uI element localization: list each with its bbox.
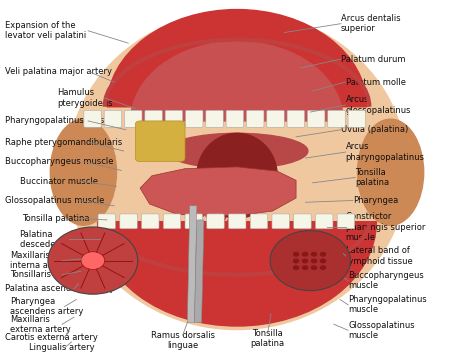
Text: Arcus dentalis
superior: Arcus dentalis superior xyxy=(341,14,401,33)
Text: Buccopharyngeus muscle: Buccopharyngeus muscle xyxy=(5,157,114,166)
Circle shape xyxy=(293,265,300,270)
FancyBboxPatch shape xyxy=(206,110,223,127)
FancyBboxPatch shape xyxy=(125,110,142,127)
Text: Tonsilla
palatina: Tonsilla palatina xyxy=(251,328,285,348)
FancyBboxPatch shape xyxy=(272,214,290,229)
FancyBboxPatch shape xyxy=(308,110,325,127)
Text: Maxillaris
interna artery: Maxillaris interna artery xyxy=(10,251,69,270)
Polygon shape xyxy=(187,206,197,322)
FancyBboxPatch shape xyxy=(120,214,137,229)
Text: Tongue: Tongue xyxy=(199,208,242,228)
Circle shape xyxy=(311,252,318,257)
FancyBboxPatch shape xyxy=(185,214,202,229)
Text: Pharyngopalatinus
muscle: Pharyngopalatinus muscle xyxy=(348,295,427,315)
FancyBboxPatch shape xyxy=(185,110,203,127)
Circle shape xyxy=(319,252,326,257)
FancyBboxPatch shape xyxy=(226,110,244,127)
FancyBboxPatch shape xyxy=(316,214,333,229)
Text: Constrictor
pharyngis superior
muscle: Constrictor pharyngis superior muscle xyxy=(346,212,425,242)
Text: Pharyngea: Pharyngea xyxy=(353,196,398,205)
FancyBboxPatch shape xyxy=(246,110,264,127)
FancyBboxPatch shape xyxy=(337,214,355,229)
Circle shape xyxy=(311,265,318,270)
Text: Raphe pterygomandibularis: Raphe pterygomandibularis xyxy=(5,138,123,147)
Text: Lateral band of
lymphoid tissue: Lateral band of lymphoid tissue xyxy=(346,246,412,266)
FancyBboxPatch shape xyxy=(98,214,116,229)
Circle shape xyxy=(81,252,105,269)
Text: Tonsilla
palatina: Tonsilla palatina xyxy=(355,168,389,187)
Ellipse shape xyxy=(67,11,407,329)
Circle shape xyxy=(302,252,309,257)
Text: Palatum molle: Palatum molle xyxy=(346,77,406,87)
Text: Expansion of the
levator veli palatini: Expansion of the levator veli palatini xyxy=(5,21,87,40)
Circle shape xyxy=(270,230,350,291)
FancyBboxPatch shape xyxy=(294,214,311,229)
Text: Buccinator muscle: Buccinator muscle xyxy=(19,176,98,186)
Text: Uvula (palatina): Uvula (palatina) xyxy=(341,125,408,134)
Text: Carotis externa artery: Carotis externa artery xyxy=(5,333,98,342)
FancyBboxPatch shape xyxy=(267,110,284,127)
Text: Lingualis artery: Lingualis artery xyxy=(29,343,95,353)
Text: Maxillaris
externa artery: Maxillaris externa artery xyxy=(10,315,71,334)
Text: Hamulus
pterygoideus: Hamulus pterygoideus xyxy=(57,88,113,108)
Text: A: A xyxy=(88,226,98,239)
Text: Arcus
glossopalatinus: Arcus glossopalatinus xyxy=(346,95,411,115)
FancyBboxPatch shape xyxy=(287,110,305,127)
Circle shape xyxy=(293,252,300,257)
Ellipse shape xyxy=(197,133,277,218)
PathPatch shape xyxy=(140,167,296,216)
Text: Tonsilla palatina: Tonsilla palatina xyxy=(22,214,90,223)
Circle shape xyxy=(48,227,138,294)
Text: Palatina ascendens artery: Palatina ascendens artery xyxy=(5,284,115,293)
FancyBboxPatch shape xyxy=(250,214,268,229)
FancyBboxPatch shape xyxy=(136,121,185,162)
Ellipse shape xyxy=(50,119,117,225)
Circle shape xyxy=(302,258,309,263)
Text: Buccopharyngeus
muscle: Buccopharyngeus muscle xyxy=(348,271,424,290)
Text: Glossopalatinus muscle: Glossopalatinus muscle xyxy=(5,196,105,205)
FancyBboxPatch shape xyxy=(104,110,122,127)
FancyBboxPatch shape xyxy=(348,110,365,127)
Circle shape xyxy=(302,265,309,270)
FancyBboxPatch shape xyxy=(165,110,182,127)
Text: Pharyngopalatinus muscle: Pharyngopalatinus muscle xyxy=(5,116,117,125)
FancyBboxPatch shape xyxy=(228,214,246,229)
FancyBboxPatch shape xyxy=(84,110,101,127)
Text: Tonsillaris artery: Tonsillaris artery xyxy=(10,270,80,279)
Ellipse shape xyxy=(166,133,308,169)
Text: Pharyngea
ascendens artery: Pharyngea ascendens artery xyxy=(10,297,83,316)
Wedge shape xyxy=(131,42,343,121)
FancyBboxPatch shape xyxy=(163,214,181,229)
Text: B: B xyxy=(305,244,314,257)
Wedge shape xyxy=(107,10,367,107)
Polygon shape xyxy=(194,220,204,322)
FancyBboxPatch shape xyxy=(145,110,162,127)
FancyBboxPatch shape xyxy=(328,110,345,127)
Circle shape xyxy=(319,258,326,263)
Text: Arcus
pharyngopalatinus: Arcus pharyngopalatinus xyxy=(346,142,425,162)
Text: Ramus dorsalis
linguae: Ramus dorsalis linguae xyxy=(151,331,215,350)
Circle shape xyxy=(293,258,300,263)
Circle shape xyxy=(319,265,326,270)
Text: Palatina
descedens artery: Palatina descedens artery xyxy=(19,230,93,249)
Circle shape xyxy=(311,258,318,263)
Ellipse shape xyxy=(357,119,424,225)
Wedge shape xyxy=(98,222,376,326)
Text: Glossopalatinus
muscle: Glossopalatinus muscle xyxy=(348,321,415,340)
Text: Palatum durum: Palatum durum xyxy=(341,55,405,64)
FancyBboxPatch shape xyxy=(207,214,224,229)
FancyBboxPatch shape xyxy=(142,214,159,229)
Text: Veli palatina major artery: Veli palatina major artery xyxy=(5,67,112,76)
